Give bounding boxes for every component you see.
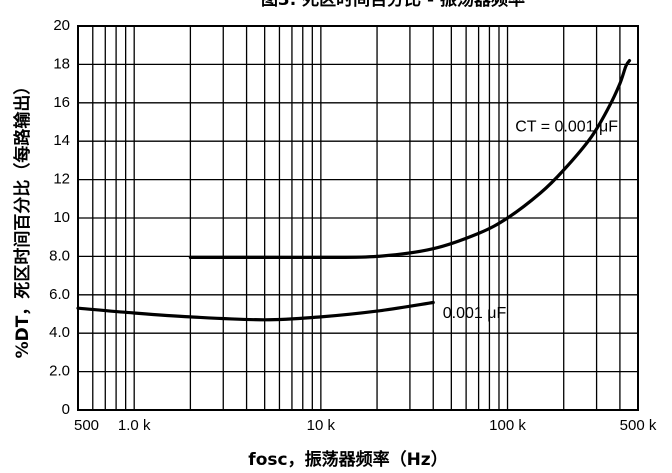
x-tick-label: 500 k <box>620 417 657 434</box>
y-tick-label: 10 <box>53 209 70 226</box>
chart-title: 图3. 死区时间百分比 - 振荡器频率 <box>261 0 525 10</box>
plot-frame <box>77 25 639 411</box>
y-tick-label: 18 <box>53 55 70 72</box>
y-axis-title: %DT，死区时间百分比（每路输出） <box>12 78 33 359</box>
series-group <box>76 59 632 322</box>
x-axis-title: fosc，振荡器频率（Hz） <box>248 449 447 470</box>
grid-lines <box>78 26 638 410</box>
series-line-2 <box>76 300 435 322</box>
y-tick-label: 12 <box>53 171 70 188</box>
y-tick-label: 0 <box>62 401 70 418</box>
y-tick-label: 20 <box>53 17 70 34</box>
annotations: CT = 0.001 μF 0.001 μF <box>443 119 618 322</box>
y-tick-label: 16 <box>53 94 70 111</box>
y-tick-label: 8.0 <box>49 247 70 264</box>
y-tick-label: 4.0 <box>49 324 70 341</box>
x-tick-label: 500 <box>74 417 99 434</box>
y-tick-label: 2.0 <box>49 363 70 380</box>
series-line-1 <box>188 59 632 260</box>
x-tick-labels: 500 1.0 k 10 k 100 k 500 k <box>74 417 657 434</box>
y-tick-label: 14 <box>53 132 70 149</box>
x-tick-label: 100 k <box>489 417 526 434</box>
series-annotation-2: 0.001 μF <box>443 305 507 322</box>
y-tick-label: 6.0 <box>49 286 70 303</box>
x-tick-label: 1.0 k <box>118 417 151 434</box>
y-tick-labels: 0 2.0 4.0 6.0 8.0 10 12 14 16 18 20 <box>49 17 70 418</box>
x-tick-label: 10 k <box>307 417 336 434</box>
series-annotation-1: CT = 0.001 μF <box>515 119 618 136</box>
